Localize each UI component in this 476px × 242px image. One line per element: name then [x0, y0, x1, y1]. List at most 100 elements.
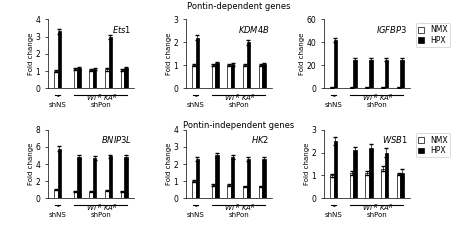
Bar [243, 186, 246, 198]
Bar [246, 42, 249, 88]
Text: $WT^R$: $WT^R$ [86, 92, 102, 104]
Bar [73, 69, 77, 88]
Text: shNS: shNS [324, 102, 342, 108]
Bar [120, 192, 124, 198]
Bar [349, 87, 353, 88]
Bar [396, 174, 399, 198]
Text: $KA^R$: $KA^R$ [240, 203, 255, 214]
Bar [215, 155, 218, 198]
Text: $KA^R$: $KA^R$ [102, 203, 117, 214]
Text: $KA^R$: $KA^R$ [102, 92, 117, 104]
Text: $WT^R$: $WT^R$ [362, 92, 378, 104]
Bar [368, 60, 372, 88]
Text: -: - [351, 203, 354, 209]
Text: $KA^R$: $KA^R$ [378, 203, 393, 214]
Y-axis label: Fold change: Fold change [28, 33, 34, 75]
Text: shPon: shPon [228, 102, 248, 108]
Text: -: - [194, 92, 197, 101]
Text: shNS: shNS [49, 212, 66, 218]
Text: shPon: shPon [90, 212, 111, 218]
Y-axis label: Fold change: Fold change [298, 33, 305, 75]
Bar [329, 175, 333, 198]
Bar [77, 68, 80, 88]
Text: $WT^R$: $WT^R$ [86, 203, 102, 214]
Text: shPon: shPon [228, 212, 248, 218]
Y-axis label: Fold change: Fold change [166, 33, 171, 75]
Text: -: - [56, 203, 59, 212]
Bar [195, 38, 198, 88]
Bar [258, 65, 262, 88]
Bar [54, 190, 58, 198]
Text: -: - [76, 92, 78, 98]
Text: Pontin-independent genes: Pontin-independent genes [182, 121, 294, 130]
Bar [124, 157, 128, 198]
Bar [333, 141, 337, 198]
Text: $\it{BNIP3L}$: $\it{BNIP3L}$ [100, 134, 131, 145]
Y-axis label: Fold change: Fold change [303, 143, 309, 185]
Bar [399, 60, 403, 88]
Bar [108, 37, 112, 88]
Bar [396, 87, 399, 88]
Bar [333, 40, 337, 88]
Bar [227, 65, 230, 88]
Bar [399, 173, 403, 198]
Text: shPon: shPon [90, 102, 111, 108]
Bar [365, 87, 368, 88]
Text: shNS: shNS [49, 102, 66, 108]
Bar [384, 60, 387, 88]
Bar [58, 31, 61, 88]
Text: $KA^R$: $KA^R$ [240, 92, 255, 104]
Text: shNS: shNS [186, 212, 204, 218]
Bar [215, 63, 218, 88]
Bar [227, 185, 230, 198]
Y-axis label: Fold change: Fold change [166, 143, 171, 185]
Text: $\it{WSB1}$: $\it{WSB1}$ [381, 134, 407, 145]
Bar [192, 65, 195, 88]
Bar [349, 173, 353, 198]
Text: $\it{Ets1}$: $\it{Ets1}$ [112, 24, 131, 35]
Bar [93, 69, 96, 88]
Text: $WT^R$: $WT^R$ [362, 203, 378, 214]
Bar [105, 191, 108, 198]
Text: $\it{KDM4B}$: $\it{KDM4B}$ [238, 24, 269, 35]
Text: shNS: shNS [186, 102, 204, 108]
Bar [262, 159, 265, 198]
Bar [89, 192, 93, 198]
Legend: NMX, HPX: NMX, HPX [415, 133, 449, 158]
Bar [243, 65, 246, 88]
Y-axis label: Fold change: Fold change [28, 143, 34, 185]
Text: -: - [56, 92, 59, 101]
Text: Pontin-dependent genes: Pontin-dependent genes [187, 2, 289, 11]
Text: $WT^R$: $WT^R$ [224, 92, 240, 104]
Text: shPon: shPon [366, 102, 387, 108]
Text: $WT^R$: $WT^R$ [224, 203, 240, 214]
Text: -: - [332, 92, 334, 101]
Text: -: - [194, 203, 197, 212]
Bar [353, 60, 356, 88]
Bar [365, 173, 368, 198]
Bar [329, 87, 333, 88]
Text: shPon: shPon [366, 212, 387, 218]
Text: -: - [214, 92, 216, 98]
Bar [246, 159, 249, 198]
Bar [384, 152, 387, 198]
Bar [89, 70, 93, 88]
Bar [73, 192, 77, 198]
Bar [230, 64, 234, 88]
Bar [230, 157, 234, 198]
Bar [54, 71, 58, 88]
Bar [258, 186, 262, 198]
Bar [77, 157, 80, 198]
Text: -: - [76, 203, 78, 209]
Bar [192, 181, 195, 198]
Bar [93, 158, 96, 198]
Bar [108, 156, 112, 198]
Bar [105, 69, 108, 88]
Text: $KA^R$: $KA^R$ [378, 92, 393, 104]
Bar [120, 70, 124, 88]
Text: $\it{HK2}$: $\it{HK2}$ [251, 134, 269, 145]
Text: shNS: shNS [324, 212, 342, 218]
Bar [211, 65, 215, 88]
Bar [124, 68, 128, 88]
Bar [58, 149, 61, 198]
